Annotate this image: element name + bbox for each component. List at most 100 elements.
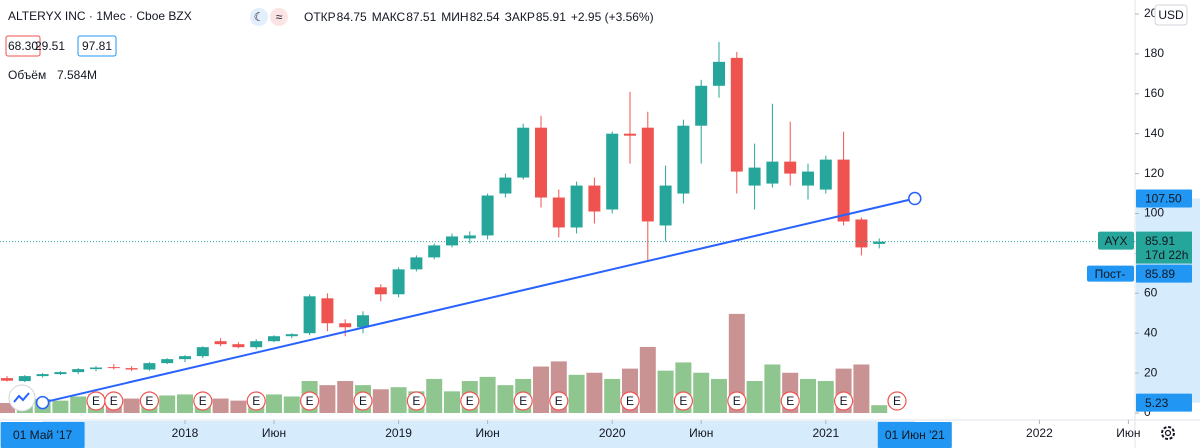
candle-body (766, 161, 779, 184)
earnings-marker[interactable] (460, 391, 480, 411)
candle-body (606, 133, 619, 210)
bid-box (5, 35, 41, 57)
candle-body (659, 185, 672, 226)
earnings-marker[interactable] (193, 391, 213, 411)
trendline-handle[interactable] (35, 395, 50, 410)
volume-bar (693, 372, 710, 414)
candle-body (125, 368, 138, 370)
volume-bar (283, 396, 300, 414)
spread-label: 29.51 (35, 39, 65, 53)
candle-body (1, 378, 13, 381)
symbol-box (1098, 231, 1134, 250)
earnings-marker[interactable] (887, 391, 907, 411)
last-price-box (1136, 231, 1192, 264)
session-icon (250, 8, 268, 26)
volume-bar (604, 378, 621, 414)
last-price-label: 85.91 (1145, 234, 1175, 248)
candle-body (392, 269, 405, 295)
earnings-marker[interactable] (139, 391, 159, 411)
candle-body (339, 323, 352, 328)
candle-body (695, 85, 708, 126)
trendline-handle[interactable] (908, 191, 922, 206)
earnings-label: E (786, 394, 794, 408)
volume-bar (764, 364, 781, 414)
earnings-label: E (92, 394, 100, 408)
earnings-marker[interactable] (549, 391, 569, 411)
earnings-marker[interactable] (833, 391, 854, 411)
x-tick-label: 2022 (1026, 426, 1053, 440)
volume-bar (337, 381, 354, 414)
earnings-marker[interactable] (246, 391, 266, 411)
earnings-marker[interactable] (353, 391, 373, 411)
ohlc-label: ЗАКР (505, 10, 535, 24)
volume-bar (390, 387, 407, 414)
x-tick-label: 2019 (385, 426, 412, 440)
earnings-marker[interactable] (300, 391, 320, 411)
ohlc-label: ОТКР (304, 10, 336, 24)
candle-body (143, 363, 156, 370)
candle-body (730, 57, 743, 172)
ohlc-value: 84.75 (337, 10, 367, 24)
earnings-marker[interactable] (104, 391, 124, 411)
candle-body (713, 61, 725, 86)
prev-value: 85.89 (1145, 267, 1175, 281)
volume-bar (533, 366, 549, 414)
earnings-label: E (555, 394, 563, 408)
volume-bar (177, 394, 193, 414)
volume-bar (0, 403, 15, 414)
volume-bar (212, 398, 229, 414)
candle-body (410, 257, 423, 270)
earnings-marker[interactable] (620, 391, 640, 411)
candle-body (161, 359, 174, 364)
earnings-label: E (626, 394, 634, 408)
settings-icon[interactable] (1161, 426, 1175, 440)
volume-bar (800, 378, 816, 414)
candle-body (90, 367, 102, 370)
candle-body (784, 161, 797, 174)
candle-body (321, 298, 334, 324)
prev-label-box (1087, 265, 1134, 282)
currency-button[interactable] (1154, 4, 1188, 26)
candle-body (72, 369, 85, 373)
earnings-marker[interactable] (780, 391, 800, 411)
earnings-label: E (519, 394, 527, 408)
candle-body (18, 376, 31, 382)
trend-start-label-box (1136, 393, 1192, 412)
volume-bar (426, 378, 443, 414)
earnings-label: E (199, 394, 207, 408)
indicator-glyph: ≈ (276, 10, 283, 24)
change-label: +2.95 (+3.56%) (571, 10, 654, 24)
earnings-marker[interactable] (406, 391, 426, 411)
candle-body (481, 195, 494, 236)
y-tick-label: 20 (1144, 365, 1158, 379)
earnings-marker[interactable] (673, 391, 694, 411)
earnings-label: E (306, 394, 314, 408)
candle-body (54, 372, 67, 375)
earnings-marker[interactable] (513, 391, 533, 411)
candle-body (107, 367, 120, 369)
volume-bar (479, 376, 496, 414)
trend-end-date-box (877, 422, 952, 448)
candle-body (179, 356, 191, 360)
y-tick-label: 100 (1144, 206, 1164, 220)
candle-body (570, 185, 583, 228)
ohlc-value: 85.91 (536, 10, 566, 24)
trend-end-label-box (1136, 189, 1192, 208)
volume-bar (52, 400, 69, 414)
marks (0, 41, 1135, 414)
candle-body (196, 347, 209, 357)
prev-value-box (1136, 264, 1192, 283)
candle-body (214, 341, 227, 345)
trend-start-date-box (0, 422, 85, 448)
candle-body (552, 197, 565, 228)
bid-label: 68.30 (8, 39, 38, 53)
session-glyph: ☾ (254, 10, 265, 24)
volume-bar (871, 405, 888, 414)
earnings-marker[interactable] (727, 391, 747, 411)
volume-bar (444, 391, 460, 414)
trend-end-date: 01 Июн '21 (885, 428, 945, 442)
y-tick-label: 0 (1144, 405, 1151, 419)
y-tick-label: 120 (1144, 166, 1164, 180)
